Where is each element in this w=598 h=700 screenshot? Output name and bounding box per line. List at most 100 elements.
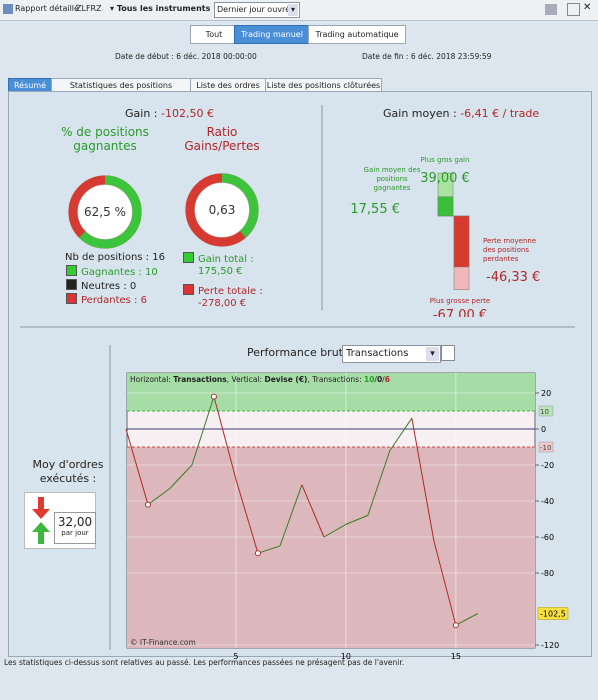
y-tick-label: -40 bbox=[541, 497, 554, 506]
header-count: 10 bbox=[363, 375, 375, 384]
legend-swatch bbox=[183, 284, 194, 295]
line-segment bbox=[389, 417, 413, 451]
marked-point bbox=[210, 393, 217, 400]
threshold-badge bbox=[538, 441, 554, 453]
summary-bar bbox=[437, 196, 454, 217]
separator: / bbox=[374, 375, 377, 384]
gain-total-label: Gain total : bbox=[198, 254, 254, 265]
y-tick-label: -20 bbox=[541, 461, 554, 470]
marked-point bbox=[452, 622, 459, 629]
loss-total-value: -278,00 € bbox=[198, 298, 247, 309]
avg-label: Gain moyen : bbox=[383, 107, 457, 120]
gain-total-value: 175,50 € bbox=[198, 266, 243, 277]
legend-swatch bbox=[183, 252, 194, 263]
bar-label: Plus gros gain bbox=[421, 156, 470, 164]
period-select[interactable]: Dernier jour ouvré ▾ bbox=[214, 2, 300, 18]
avg-row: Gain moyen : -6,41 € / trade bbox=[383, 107, 539, 120]
chart-select[interactable]: Transactions ▾ bbox=[342, 345, 441, 363]
line-segment bbox=[433, 540, 457, 626]
winners-row: Gagnantes : 10 bbox=[66, 265, 158, 278]
line-segment bbox=[191, 396, 215, 466]
up-arrow-icon bbox=[32, 522, 50, 544]
x-tick-label: 5 bbox=[233, 652, 238, 661]
header-text: , Transactions: bbox=[307, 375, 364, 384]
losers-row: Perdantes : 6 bbox=[66, 293, 147, 306]
report-icon[interactable] bbox=[3, 4, 13, 14]
tab[interactable]: Liste des positions clôturées bbox=[265, 78, 382, 92]
line-segment bbox=[367, 450, 391, 516]
legend-swatch bbox=[66, 293, 77, 304]
header-text: , Vertical: bbox=[226, 375, 265, 384]
win-title: % de positions gagnantes bbox=[61, 125, 149, 153]
y-tick-label: -120 bbox=[541, 641, 559, 650]
restore-icon[interactable] bbox=[567, 3, 580, 16]
positions-count: Nb de positions : 16 bbox=[65, 252, 165, 263]
y-tick-label: 0 bbox=[541, 425, 546, 434]
y-tick-label: -80 bbox=[541, 569, 554, 578]
arrow: ▾ bbox=[110, 4, 117, 13]
orders-value: 32,00 bbox=[57, 515, 93, 529]
line-segment bbox=[257, 545, 281, 554]
line-segment bbox=[279, 484, 303, 547]
instruments-label: Tous les instruments bbox=[116, 4, 211, 13]
x-tick-label: 15 bbox=[451, 652, 461, 661]
header-text: Transactions bbox=[173, 375, 227, 384]
down-arrow-icon bbox=[32, 497, 50, 519]
dropdown-arrow: ▾ bbox=[426, 347, 439, 361]
upper-zone bbox=[127, 373, 535, 411]
line-segment bbox=[147, 487, 171, 506]
close-icon[interactable]: ✕ bbox=[583, 2, 592, 13]
donut-label: 0,63 bbox=[209, 203, 236, 217]
marked-point bbox=[144, 501, 151, 508]
orders-unit: par jour bbox=[61, 529, 89, 537]
report-button[interactable]: Rapport détaillé bbox=[15, 4, 79, 13]
header-text: Devise (€) bbox=[264, 375, 308, 384]
donut-center bbox=[78, 185, 132, 239]
bar-group: Plus gros gain 39,00 €Gain moyen des posit… bbox=[350, 156, 540, 317]
header-text: Horizontal: bbox=[130, 375, 174, 384]
bar-label: Perte moyenne des positions perdantes bbox=[483, 237, 536, 263]
marked-point bbox=[254, 550, 261, 557]
threshold-label: -10 bbox=[540, 444, 551, 452]
donut-center bbox=[195, 183, 249, 237]
footer-note: Les statistiques ci-dessus sont relative… bbox=[4, 658, 405, 667]
loss-total-label: Perte totale : bbox=[198, 286, 263, 297]
gain-row: Gain : -102,50 € bbox=[125, 107, 214, 120]
header-count: 6 bbox=[384, 375, 390, 384]
orders-title: Moy d'ordres exécutés : bbox=[32, 458, 104, 485]
filter-button[interactable]: Tout bbox=[190, 25, 238, 44]
y-tick-label: -60 bbox=[541, 533, 554, 542]
bar-label: Gain moyen des positions gagnantes bbox=[364, 166, 421, 192]
legend-swatch bbox=[66, 279, 77, 290]
bar-value: -46,33 € bbox=[486, 270, 540, 285]
donut-win bbox=[68, 175, 142, 249]
gain-value: -102,50 € bbox=[161, 107, 214, 120]
dropdown-arrow: ▾ bbox=[288, 4, 298, 16]
ratio-title: Ratio Gains/Pertes bbox=[184, 125, 260, 153]
donut-win bbox=[185, 173, 259, 247]
line-segment bbox=[455, 613, 479, 626]
line-segment bbox=[125, 428, 149, 505]
credit: © IT-Finance.com bbox=[130, 638, 196, 647]
instruments-menu[interactable]: ▾ Tous les instruments bbox=[110, 4, 210, 13]
y-tick-label: 20 bbox=[541, 389, 551, 398]
chart-title: Performance brute bbox=[247, 346, 350, 359]
last-value-label: -102,5 bbox=[540, 610, 566, 619]
line-segment bbox=[213, 396, 237, 480]
line-segment bbox=[235, 479, 259, 554]
summary-bar bbox=[453, 215, 470, 268]
filter-button[interactable]: Trading automatique bbox=[308, 25, 406, 44]
tool-icon[interactable] bbox=[441, 345, 455, 361]
instrument-code[interactable]: ZLFRZ bbox=[76, 4, 102, 13]
line-segment bbox=[301, 484, 325, 538]
neutral-label: Neutres : 0 bbox=[81, 281, 137, 292]
chart-header: Horizontal: Transactions, Vertical: Devi… bbox=[130, 375, 390, 384]
line-segment bbox=[411, 418, 435, 541]
x-tick-label: 10 bbox=[341, 652, 351, 661]
filter-button-selected[interactable]: Trading manuel bbox=[234, 25, 310, 44]
separator: / bbox=[382, 375, 385, 384]
threshold-badge bbox=[538, 405, 554, 417]
print-icon[interactable] bbox=[545, 4, 557, 15]
